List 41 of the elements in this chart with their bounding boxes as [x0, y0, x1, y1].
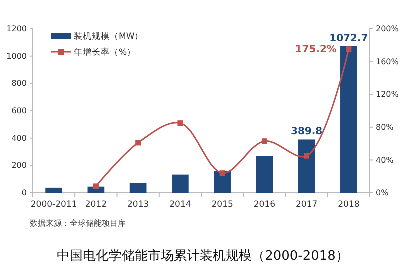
text: 中国电化学储能市场累计装机规模（2000-2018）	[57, 249, 349, 264]
point	[346, 46, 352, 52]
y2-tick-label: 120%	[376, 90, 400, 100]
bar	[46, 188, 62, 193]
x-tick-label: 2014	[170, 200, 192, 210]
legend-label: 装机规模（MW）	[74, 31, 144, 42]
bar	[130, 183, 147, 193]
x-tick-label: 2013	[127, 200, 150, 210]
point	[262, 138, 268, 144]
y2-tick-label: 0%	[376, 188, 390, 198]
x-tick-label: 2000-2011	[30, 200, 78, 210]
x-tick-label: 2012	[85, 200, 108, 210]
y2-tick-label: 160%	[376, 57, 400, 66]
bar	[340, 46, 358, 193]
source-note: 数据来源：全球储能项目库	[30, 219, 126, 228]
point	[93, 184, 99, 190]
y2-tick-label: 80%	[376, 122, 394, 132]
y-tick-label: 800	[12, 79, 27, 88]
point	[220, 170, 226, 176]
x-tick-label: 2015	[212, 200, 234, 210]
point	[304, 153, 310, 159]
bar	[298, 140, 316, 193]
data-label: 175.2%	[295, 44, 337, 56]
x-tick-label: 2017	[296, 200, 318, 210]
data-label: 1072.7	[330, 33, 368, 44]
point	[136, 140, 142, 146]
bar	[256, 156, 274, 193]
y2-tick-label: 40%	[376, 156, 394, 165]
y-tick-label: 0	[22, 188, 27, 198]
y-tick-label: 1200	[6, 24, 27, 34]
y2-tick-label: 200%	[376, 24, 400, 34]
data-label: 389.8	[290, 126, 323, 138]
y-tick-label: 400	[12, 134, 27, 143]
x-tick-label: 2018	[338, 200, 360, 210]
legend-label: 年增长率（%）	[74, 47, 136, 58]
y-tick-label: 600	[12, 106, 27, 116]
y-tick-label: 1000	[6, 52, 27, 61]
bar	[172, 174, 189, 193]
point	[178, 120, 184, 126]
x-tick-label: 2016	[254, 200, 276, 210]
y-tick-label: 200	[12, 161, 27, 170]
